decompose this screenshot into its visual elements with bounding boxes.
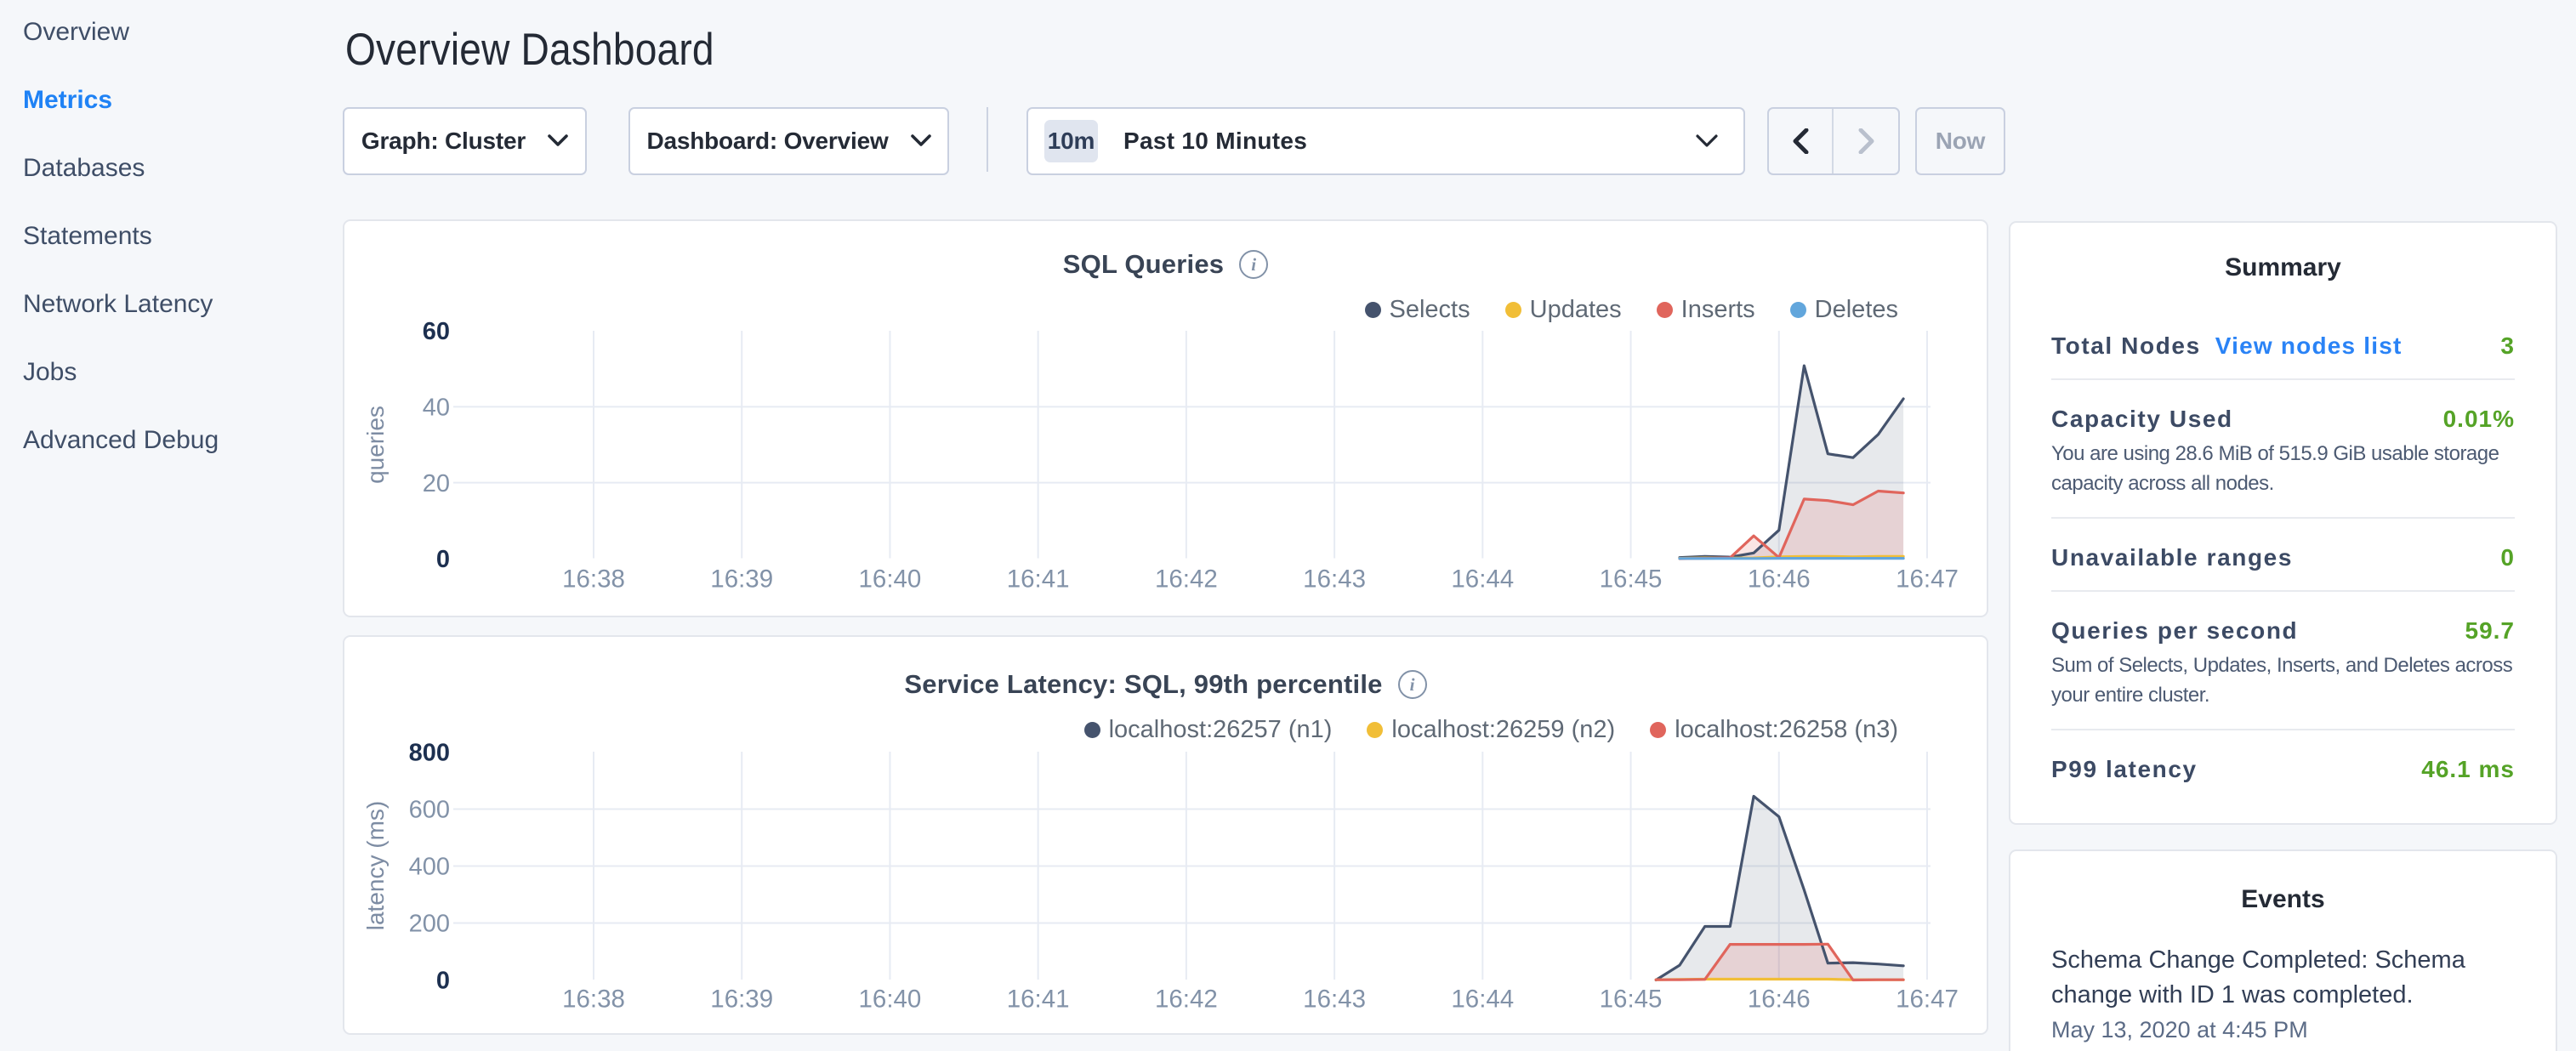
summary-row-value: 46.1 ms — [2421, 756, 2515, 782]
chevron-down-icon — [1696, 134, 1718, 147]
legend-dot — [1789, 302, 1806, 318]
sidebar-item-overview[interactable]: Overview — [0, 0, 340, 66]
sidebar-item-label: Network Latency — [23, 290, 213, 318]
chart-legend: Selects Updates Inserts Deletes — [1364, 296, 1898, 324]
time-step-buttons — [1767, 107, 1900, 175]
legend-dot — [1656, 302, 1673, 318]
graph-dropdown[interactable]: Graph: Cluster — [343, 107, 587, 175]
chart-legend: localhost:26257 (n1) localhost:26259 (n2)… — [1083, 716, 1898, 744]
chart-title: SQL Queries — [1062, 249, 1225, 279]
sidebar-item-label: Metrics — [23, 86, 113, 114]
summary-row-value: 59.7 — [2465, 617, 2515, 644]
time-window-badge: 10m — [1044, 120, 1098, 162]
legend-item-selects[interactable]: Selects — [1364, 296, 1470, 324]
summary-row-value: 0.01% — [2442, 406, 2515, 432]
sidebar-item-databases[interactable]: Databases — [0, 134, 340, 202]
sidebar-item-label: Overview — [23, 18, 130, 46]
event-timestamp: May 13, 2020 at 4:45 PM — [2051, 1017, 2308, 1042]
chevron-right-icon — [1858, 128, 1874, 154]
chart-header: Service Latency: SQL, 99th percentile i — [344, 669, 1987, 700]
summary-row-description: Sum of Selects, Updates, Inserts, and De… — [2051, 654, 2513, 707]
sidebar-item-label: Statements — [23, 222, 152, 250]
sidebar-item-label: Advanced Debug — [23, 426, 219, 454]
legend-label: localhost:26257 (n1) — [1108, 716, 1333, 743]
time-window-selector[interactable]: 10m Past 10 Minutes — [1026, 107, 1745, 175]
chevron-down-icon — [548, 134, 568, 146]
controls-divider — [987, 107, 988, 172]
legend-item-localhost-26259-n2-[interactable]: localhost:26259 (n2) — [1367, 716, 1615, 744]
legend-dot — [1083, 722, 1100, 738]
summary-row-value: 0 — [2500, 544, 2515, 571]
chart-header: SQL Queries i — [344, 249, 1987, 280]
info-icon[interactable]: i — [1397, 670, 1427, 699]
legend-item-inserts[interactable]: Inserts — [1656, 296, 1755, 324]
legend-item-localhost-26258-n3-[interactable]: localhost:26258 (n3) — [1650, 716, 1898, 744]
summary-row-label: Queries per second — [2051, 617, 2299, 644]
legend-item-localhost-26257-n1-[interactable]: localhost:26257 (n1) — [1083, 716, 1333, 744]
summary-card: Summary Total Nodes View nodes list 3 Capac… — [2009, 221, 2557, 825]
legend-label: Inserts — [1680, 296, 1755, 323]
event-text: Schema Change Completed: Schema change w… — [2051, 946, 2465, 1008]
summary-title: Summary — [2225, 253, 2341, 281]
info-icon[interactable]: i — [1239, 250, 1269, 279]
summary-row-capacity-used: Capacity Used 0.01% You are using 28.6 MiB… — [2051, 380, 2515, 519]
legend-label: Updates — [1529, 296, 1622, 323]
legend-dot — [1367, 722, 1384, 738]
time-next-button[interactable] — [1834, 109, 1898, 173]
summary-row-description: You are using 28.6 MiB of 515.9 GiB usab… — [2051, 442, 2499, 495]
summary-row-label: Capacity Used — [2051, 406, 2233, 432]
now-button[interactable]: Now — [1915, 107, 2005, 175]
sidebar-item-jobs[interactable]: Jobs — [0, 338, 340, 406]
summary-row-unavailable-ranges: Unavailable ranges 0 — [2051, 519, 2515, 592]
legend-label: localhost:26259 (n2) — [1391, 716, 1616, 743]
page-title: Overview Dashboard — [345, 25, 714, 75]
legend-dot — [1364, 302, 1381, 318]
chevron-left-icon — [1793, 128, 1808, 154]
legend-label: Selects — [1389, 296, 1470, 323]
summary-row-label: Unavailable ranges — [2051, 544, 2294, 571]
view-nodes-list-link[interactable]: View nodes list — [2215, 332, 2403, 359]
sidebar-item-network-latency[interactable]: Network Latency — [0, 270, 340, 338]
summary-row-queries-per-second: Queries per second 59.7 Sum of Selects, Up… — [2051, 592, 2515, 730]
sidebar: Overview Metrics Databases Statements Networ… — [0, 0, 340, 1049]
dashboard-dropdown-label: Dashboard: Overview — [646, 128, 889, 154]
sidebar-item-advanced-debug[interactable]: Advanced Debug — [0, 406, 340, 474]
events-card: Events Schema Change Completed: Schema c… — [2009, 849, 2557, 1051]
legend-label: localhost:26258 (n3) — [1675, 716, 1898, 743]
sidebar-item-metrics[interactable]: Metrics — [0, 66, 340, 134]
sidebar-item-label: Jobs — [23, 358, 77, 386]
dashboard-dropdown[interactable]: Dashboard: Overview — [628, 107, 949, 175]
service-latency-chart-card: Service Latency: SQL, 99th percentile i … — [343, 635, 1988, 1035]
sidebar-item-label: Databases — [23, 154, 145, 182]
legend-dot — [1650, 722, 1667, 738]
summary-row-total-nodes: Total Nodes View nodes list 3 — [2051, 305, 2515, 380]
summary-row-label: P99 latency — [2051, 756, 2198, 782]
summary-row-label: Total Nodes — [2051, 332, 2201, 359]
chevron-down-icon — [910, 134, 931, 146]
time-window-label: Past 10 Minutes — [1123, 128, 1308, 154]
legend-item-deletes[interactable]: Deletes — [1789, 296, 1898, 324]
chart-title: Service Latency: SQL, 99th percentile — [904, 669, 1383, 699]
sql-queries-chart-card: SQL Queries i Selects Updates Inserts Delet… — [343, 219, 1988, 617]
summary-row-p99-latency: P99 latency 46.1 ms — [2051, 730, 2515, 802]
events-title: Events — [2241, 885, 2325, 913]
legend-dot — [1504, 302, 1521, 318]
sidebar-item-statements[interactable]: Statements — [0, 202, 340, 270]
legend-item-updates[interactable]: Updates — [1504, 296, 1622, 324]
time-prev-button[interactable] — [1769, 109, 1834, 173]
event-item: Schema Change Completed: Schema change w… — [2051, 943, 2515, 1043]
legend-label: Deletes — [1814, 296, 1898, 323]
summary-row-value: 3 — [2500, 332, 2515, 359]
graph-dropdown-label: Graph: Cluster — [361, 128, 526, 154]
